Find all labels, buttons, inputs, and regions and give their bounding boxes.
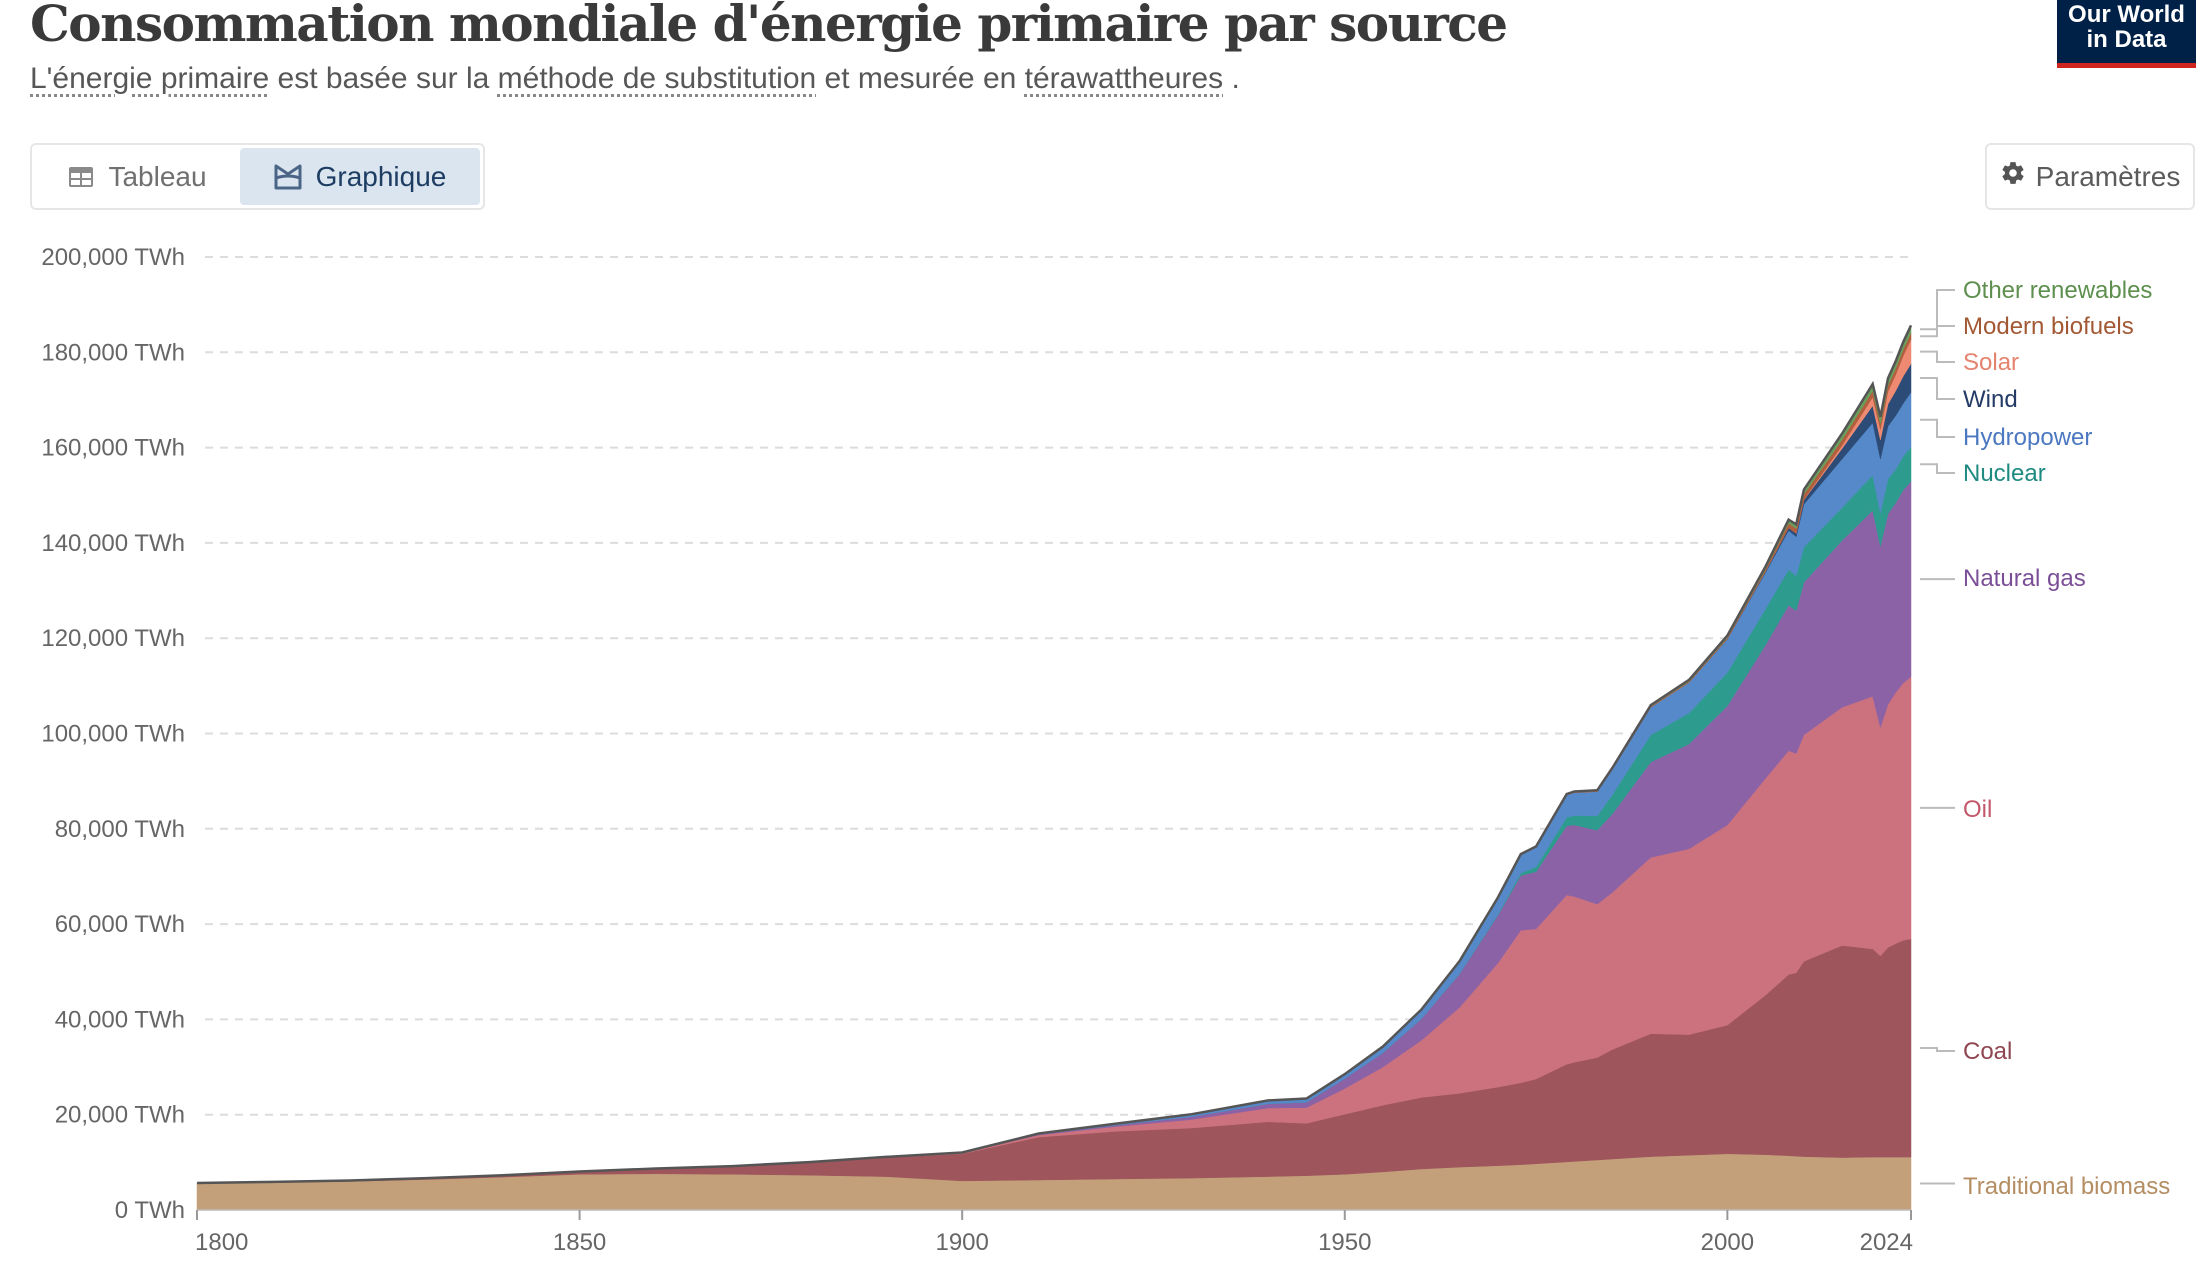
chart-icon (274, 164, 302, 190)
legend-leader-line (1920, 1046, 1955, 1052)
y-tick-label: 40,000 TWh (55, 1006, 185, 1033)
view-tabs: Tableau Graphique (30, 143, 485, 210)
legend-leader-line (1920, 289, 1955, 331)
tab-chart[interactable]: Graphique (240, 148, 480, 205)
legend-label: Oil (1963, 796, 1992, 823)
legend: Other renewables Modern biofuels Solar Wind… (1920, 277, 2170, 1200)
x-tick-label: 2024 (1860, 1229, 1913, 1256)
total-outline (196, 324, 1913, 1185)
legend-leader-line (1920, 418, 1955, 438)
legend-item-oil[interactable]: Oil (1920, 796, 1992, 823)
x-tick-label: 2000 (1701, 1229, 1754, 1256)
y-tick-label: 20,000 TWh (55, 1102, 185, 1129)
subtitle-text: . (1223, 62, 1240, 95)
legend-item-modern-biofuels[interactable]: Modern biofuels (1920, 313, 2134, 340)
tab-chart-label: Graphique (315, 160, 447, 192)
y-tick-label: 120,000 TWh (41, 625, 185, 652)
x-tick-label: 1900 (935, 1229, 988, 1256)
table-icon (68, 166, 94, 188)
y-axis: 0 TWh 20,000 TWh 40,000 TWh 60,000 TWh 80,00… (41, 244, 185, 1224)
chart-subtitle: L'énergie primaire est basée sur la méth… (30, 62, 1240, 96)
legend-label: Natural gas (1963, 565, 2086, 592)
y-tick-label: 140,000 TWh (41, 530, 185, 557)
x-axis: 1800 1850 1900 1950 2000 2024 (195, 1209, 1913, 1256)
subtitle-term-link[interactable]: méthode de substitution (497, 62, 817, 95)
legend-item-coal[interactable]: Coal (1920, 1038, 2012, 1065)
y-tick-label: 160,000 TWh (41, 435, 185, 462)
legend-label: Nuclear (1963, 460, 2046, 487)
legend-label: Coal (1963, 1038, 2012, 1065)
legend-label: Traditional biomass (1963, 1173, 2170, 1200)
x-tick-label: 1950 (1318, 1229, 1371, 1256)
legend-leader-line (1920, 350, 1955, 363)
legend-item-traditional-biomass[interactable]: Traditional biomass (1920, 1173, 2170, 1200)
stacked-area-chart: 0 TWh 20,000 TWh 40,000 TWh 60,000 TWh 80,00… (41, 244, 2170, 1256)
settings-button[interactable]: Paramètres (1985, 143, 2195, 210)
y-tick-label: 100,000 TWh (41, 721, 185, 748)
legend-label: Solar (1963, 349, 2019, 376)
legend-label: Other renewables (1963, 277, 2152, 304)
legend-item-solar[interactable]: Solar (1920, 349, 2019, 376)
owid-logo[interactable]: Our World in Data (2057, 0, 2196, 68)
chart-title: Consommation mondiale d'énergie primaire… (30, 0, 1508, 53)
subtitle-text: et mesurée en (816, 62, 1025, 95)
legend-item-natural-gas[interactable]: Natural gas (1920, 565, 2086, 592)
legend-leader-line (1920, 377, 1955, 400)
y-tick-label: 60,000 TWh (55, 911, 185, 938)
y-tick-label: 180,000 TWh (41, 339, 185, 366)
x-tick-label: 1850 (553, 1229, 606, 1256)
legend-leader-line (1920, 325, 1955, 338)
y-tick-label: 0 TWh (115, 1197, 185, 1224)
legend-item-hydropower[interactable]: Hydropower (1920, 418, 2092, 451)
tab-table-label: Tableau (108, 160, 207, 192)
legend-label: Modern biofuels (1963, 313, 2134, 340)
tab-table[interactable]: Tableau (35, 148, 240, 205)
settings-label: Paramètres (2035, 160, 2181, 192)
y-tick-label: 80,000 TWh (55, 816, 185, 843)
areas (196, 324, 1913, 1211)
legend-label: Wind (1963, 386, 2018, 413)
y-tick-label: 200,000 TWh (41, 244, 185, 271)
x-tick-label: 1800 (195, 1229, 248, 1256)
legend-label: Hydropower (1963, 424, 2092, 451)
legend-leader-line (1920, 463, 1955, 474)
logo-line-2: in Data (2086, 26, 2167, 53)
legend-item-wind[interactable]: Wind (1920, 377, 2018, 413)
subtitle-text: est basée sur la (269, 62, 498, 95)
logo-line-1: Our World (2068, 1, 2185, 28)
legend-item-other-renewables[interactable]: Other renewables (1920, 277, 2152, 331)
subtitle-term-link[interactable]: L'énergie primaire (30, 62, 270, 95)
gear-icon (2000, 160, 2026, 193)
legend-item-nuclear[interactable]: Nuclear (1920, 460, 2046, 487)
subtitle-term-link[interactable]: térawattheures (1024, 62, 1224, 95)
